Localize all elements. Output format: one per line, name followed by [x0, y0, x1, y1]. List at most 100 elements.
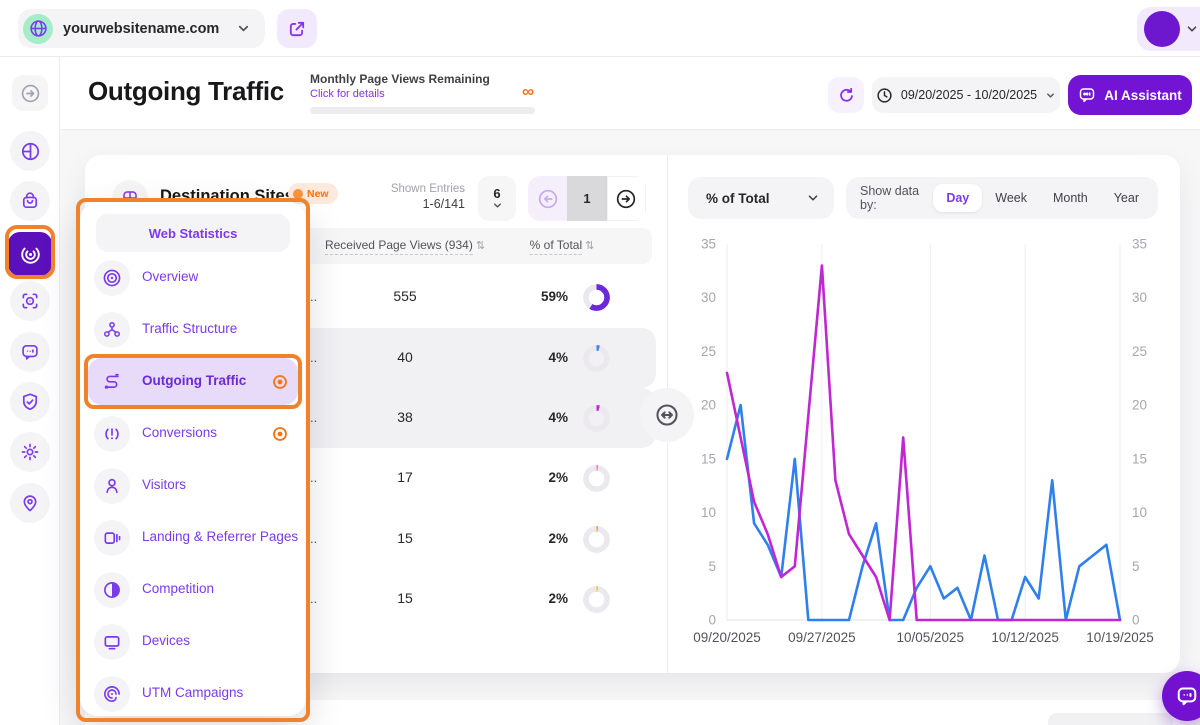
- chat-icon: [1175, 684, 1199, 708]
- radar-icon: [19, 243, 42, 266]
- svg-text:20: 20: [1132, 398, 1147, 413]
- svg-text:10/19/2025: 10/19/2025: [1086, 630, 1154, 645]
- next-section-control[interactable]: [1048, 713, 1173, 725]
- new-badge: New: [288, 183, 338, 204]
- share-nodes-icon: [94, 312, 130, 348]
- chevron-down-icon: [1185, 22, 1199, 36]
- quota-infinity-value: ∞: [522, 82, 535, 101]
- sort-icon: ⇅: [585, 240, 595, 252]
- pie-chart-icon: [20, 141, 41, 162]
- refresh-icon: [837, 86, 856, 105]
- open-website-button[interactable]: [277, 9, 317, 48]
- pages-icon: [94, 520, 130, 556]
- column-header-received-views[interactable]: Received Page Views (934) ⇅: [324, 238, 486, 255]
- menu-item-conversions[interactable]: Conversions: [80, 408, 306, 460]
- sort-icon: ⇅: [475, 240, 486, 252]
- sidebar-item-analytics[interactable]: [10, 131, 50, 171]
- svg-text:09/27/2025: 09/27/2025: [788, 630, 856, 645]
- svg-text:10: 10: [701, 505, 716, 520]
- segment-day[interactable]: Day: [933, 184, 983, 212]
- resize-panels-button[interactable]: [640, 388, 694, 442]
- traffic-line-chart: 0 0 5 5 10 10 15 15 20 20 25 25 30 30 35 35 09/20/2025 09…: [693, 237, 1154, 646]
- menu-item-visitors[interactable]: Visitors: [80, 460, 306, 512]
- support-chat-button[interactable]: [1162, 671, 1200, 721]
- collapse-sidebar-button[interactable]: [12, 75, 48, 111]
- gear-icon: [20, 442, 40, 462]
- sidebar-item-store[interactable]: [10, 181, 50, 221]
- svg-text:30: 30: [701, 290, 716, 305]
- chevron-down-icon: [492, 200, 503, 211]
- pct-donut-chart: [583, 405, 610, 432]
- menu-item-traffic-structure[interactable]: Traffic Structure: [80, 304, 306, 356]
- icon-sidebar: [0, 57, 60, 725]
- sidebar-item-settings[interactable]: [10, 432, 50, 472]
- sidebar-item-web-statistics[interactable]: [8, 232, 52, 276]
- swirl-icon: [94, 676, 130, 712]
- svg-text:10: 10: [1132, 505, 1147, 520]
- orange-target-icon: [272, 426, 288, 442]
- svg-text:25: 25: [701, 344, 716, 359]
- prev-page-button[interactable]: [528, 176, 568, 221]
- avatar: [1144, 11, 1180, 47]
- orange-target-icon: [272, 374, 288, 390]
- column-header-pct-of-total[interactable]: % of Total ⇅: [529, 238, 595, 255]
- chevron-down-icon: [806, 191, 820, 205]
- svg-text:35: 35: [1132, 237, 1147, 252]
- page-title: Outgoing Traffic: [88, 76, 284, 106]
- menu-item-competition[interactable]: Competition: [80, 564, 306, 616]
- sidebar-item-feedback[interactable]: [10, 332, 50, 372]
- svg-text:35: 35: [701, 237, 716, 252]
- arrow-right-circle-icon: [615, 188, 637, 210]
- next-page-button[interactable]: [606, 176, 646, 221]
- menu-item-overview[interactable]: Overview: [80, 252, 306, 304]
- quota-label: Monthly Page Views Remaining: [310, 72, 490, 86]
- date-range-picker[interactable]: 09/20/2025 - 10/20/2025: [872, 77, 1060, 113]
- table-row[interactable]: .. 555 59%: [93, 267, 656, 327]
- pct-donut-chart: [583, 526, 610, 553]
- menu-item-utm-campaigns[interactable]: UTM Campaigns: [80, 668, 306, 720]
- chevron-down-icon: [1047, 92, 1055, 98]
- web-statistics-menu: Web Statistics Overview Traffic Structur…: [80, 202, 306, 716]
- segment-month[interactable]: Month: [1052, 191, 1088, 205]
- menu-item-landing-referrer-pages[interactable]: Landing & Referrer Pages: [80, 512, 306, 564]
- svg-text:0: 0: [1132, 613, 1140, 628]
- sidebar-item-location[interactable]: [10, 483, 50, 523]
- page-size-select[interactable]: 6: [478, 176, 516, 221]
- svg-text:10/12/2025: 10/12/2025: [991, 630, 1059, 645]
- sidebar-item-scan[interactable]: [10, 281, 50, 321]
- table-row[interactable]: .. 15 2%: [93, 509, 656, 569]
- chart-metric-dropdown[interactable]: % of Total: [688, 177, 834, 219]
- announce-icon: [94, 416, 130, 452]
- chat-icon: [1078, 86, 1096, 104]
- menu-item-devices[interactable]: Devices: [80, 616, 306, 668]
- website-selector[interactable]: yourwebsitename.com: [18, 9, 265, 48]
- active-item-highlight: [88, 358, 298, 405]
- ai-assistant-button[interactable]: AI Assistant: [1068, 75, 1192, 115]
- shown-entries: Shown Entries 1-6/141: [390, 183, 465, 211]
- menu-item-outgoing-traffic[interactable]: Outgoing Traffic: [80, 356, 306, 408]
- pct-donut-chart: [583, 284, 610, 311]
- refresh-button[interactable]: [828, 77, 864, 113]
- contrast-icon: [94, 572, 130, 608]
- svg-text:15: 15: [701, 451, 716, 466]
- route-icon: [94, 364, 130, 400]
- monitor-icon: [94, 624, 130, 660]
- arrow-left-circle-icon: [537, 188, 559, 210]
- badge-dot-icon: [293, 188, 303, 199]
- current-page: 1: [567, 176, 607, 221]
- svg-text:0: 0: [708, 613, 716, 628]
- pct-donut-chart: [583, 345, 610, 372]
- pct-donut-chart: [583, 586, 610, 613]
- table-row[interactable]: .. 15 2%: [93, 569, 656, 629]
- segment-year[interactable]: Year: [1113, 191, 1139, 205]
- segment-week[interactable]: Week: [995, 191, 1027, 205]
- sidebar-item-security[interactable]: [10, 382, 50, 422]
- arrow-right-circle-icon: [20, 83, 41, 104]
- scan-icon: [20, 291, 40, 311]
- quota-details-link[interactable]: Click for details: [310, 88, 385, 100]
- svg-text:5: 5: [708, 559, 716, 574]
- user-menu[interactable]: [1137, 7, 1200, 51]
- svg-text:20: 20: [701, 398, 716, 413]
- table-row[interactable]: .. 17 2%: [93, 448, 656, 508]
